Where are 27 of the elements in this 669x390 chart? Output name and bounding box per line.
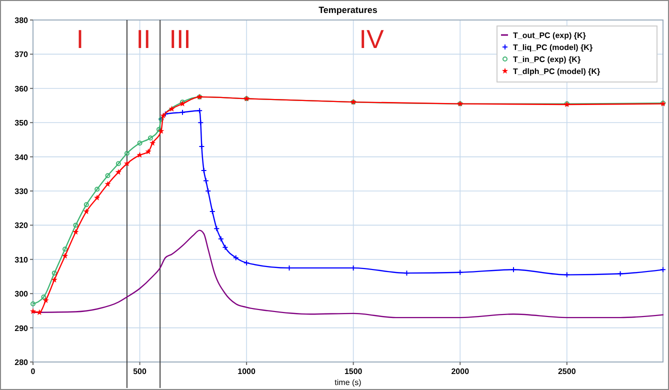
annotation: II bbox=[136, 24, 151, 54]
annotation: I bbox=[76, 24, 84, 54]
chart-title: Temperatures bbox=[318, 5, 378, 15]
annotation: III bbox=[169, 24, 191, 54]
y-tick-label: 330 bbox=[14, 187, 29, 196]
y-tick-label: 320 bbox=[14, 221, 29, 230]
y-tick-label: 310 bbox=[14, 255, 29, 264]
legend-label: T_out_PC (exp) {K} bbox=[513, 31, 586, 40]
x-tick-label: 2000 bbox=[451, 367, 470, 376]
y-tick-label: 280 bbox=[14, 358, 29, 367]
x-tick-label: 1500 bbox=[344, 367, 363, 376]
y-tick-label: 380 bbox=[14, 16, 29, 25]
y-tick-label: 360 bbox=[14, 84, 29, 94]
x-tick-label: 1000 bbox=[238, 367, 256, 376]
legend-label: T_dlph_PC (model) {K} bbox=[513, 67, 600, 76]
annotation: IV bbox=[359, 24, 384, 54]
legend-label: T_in_PC (exp) {K} bbox=[513, 55, 581, 64]
y-tick-label: 290 bbox=[14, 324, 29, 333]
y-tick-label: 340 bbox=[14, 152, 29, 162]
x-tick-label: 2500 bbox=[558, 367, 576, 376]
y-tick-label: 370 bbox=[14, 50, 29, 60]
x-axis-title: time (s) bbox=[334, 378, 362, 387]
x-tick-label: 500 bbox=[133, 367, 147, 376]
y-tick-label: 350 bbox=[14, 118, 29, 128]
x-tick-label: 0 bbox=[30, 367, 36, 376]
y-tick-label: 300 bbox=[14, 290, 29, 299]
legend-label: T_liq_PC (model) {K} bbox=[513, 43, 593, 52]
